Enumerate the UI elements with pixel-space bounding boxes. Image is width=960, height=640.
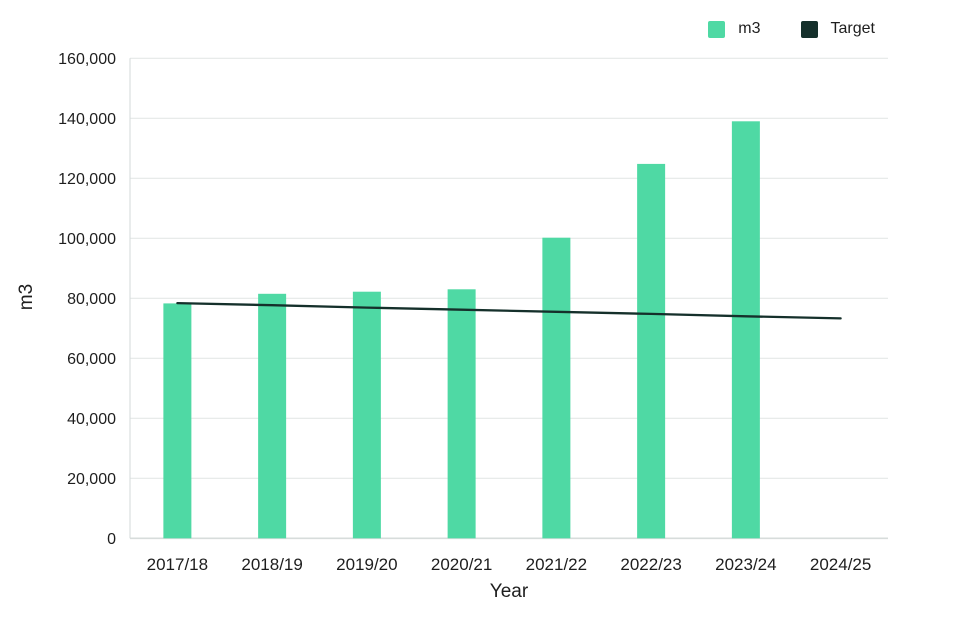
x-axis-title: Year xyxy=(489,581,529,602)
y-tick-label: 0 xyxy=(107,531,116,548)
x-tick-label: 2024/25 xyxy=(810,555,871,574)
bar-2020-21 xyxy=(447,289,476,539)
y-axis-title: m3 xyxy=(16,283,37,311)
target-line xyxy=(176,301,842,320)
y-tick-label: 100,000 xyxy=(58,231,116,248)
bar-2018-19 xyxy=(258,293,287,539)
bar-2022-23 xyxy=(637,163,666,539)
legend-swatch-m3 xyxy=(708,20,726,38)
x-tick-label: 2021/22 xyxy=(526,555,587,574)
y-tick-label: 20,000 xyxy=(67,471,116,488)
legend-swatch-target xyxy=(800,20,818,38)
legend: m3 Target xyxy=(708,20,875,38)
x-tick-label: 2018/19 xyxy=(241,555,302,574)
bar-2021-22 xyxy=(542,237,571,539)
legend-label-m3: m3 xyxy=(738,20,761,37)
legend-item-m3: m3 xyxy=(708,20,761,38)
y-tick-label: 120,000 xyxy=(58,171,116,188)
legend-label-target: Target xyxy=(830,20,875,37)
y-tick-label: 160,000 xyxy=(58,51,116,68)
bar-2023-24 xyxy=(731,121,760,539)
x-tick-label: 2019/20 xyxy=(336,555,397,574)
y-tick-label: 140,000 xyxy=(58,111,116,128)
x-tick-label: 2022/23 xyxy=(620,555,681,574)
y-tick-label: 60,000 xyxy=(67,351,116,368)
bar-2017-18 xyxy=(163,303,192,539)
y-tick-label: 80,000 xyxy=(67,291,116,308)
y-tick-label: 40,000 xyxy=(67,411,116,428)
x-tick-label: 2020/21 xyxy=(431,555,492,574)
legend-item-target: Target xyxy=(800,20,875,38)
bar-2019-20 xyxy=(352,291,381,539)
x-tick-label: 2023/24 xyxy=(715,555,776,574)
x-tick-label: 2017/18 xyxy=(147,555,208,574)
